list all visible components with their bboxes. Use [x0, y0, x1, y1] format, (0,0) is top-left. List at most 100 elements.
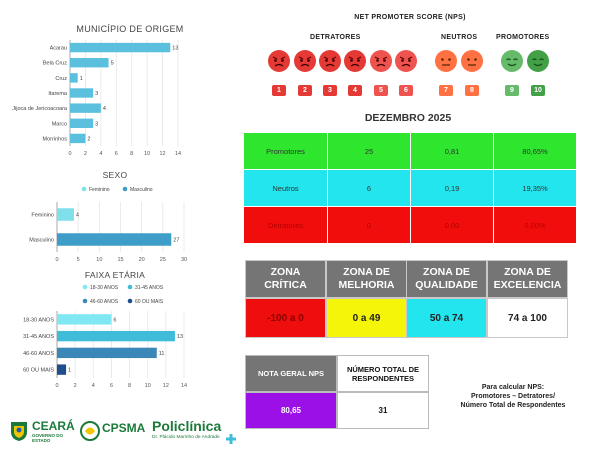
scale-number: 2 [298, 85, 312, 96]
data-label: 13 [177, 334, 183, 340]
x-tick-label: 2 [74, 383, 77, 389]
policlinica-logo: Policlínica Dr. Plácido Marinho de Andra… [152, 416, 240, 446]
zone-header: ZONA DE EXCELENCIA [487, 260, 568, 298]
legend-label: 18-30 ANOS [90, 285, 119, 291]
legend-marker [127, 284, 133, 290]
category-label: Itarema [48, 91, 68, 97]
angry-face-icon [294, 50, 316, 72]
month-title: DEZEMBRO 2025 [364, 112, 452, 124]
bar-morrinhos [70, 133, 86, 144]
data-label: 2 [87, 136, 90, 142]
bar-46-60-anos [57, 347, 157, 359]
category-label: 31-45 ANOS [23, 334, 54, 340]
category-label: Morrinhos [43, 136, 68, 142]
formula-note: Para calcular NPS: Promotores – Detrator… [460, 384, 566, 409]
legend-label: 60 OU MAIS [135, 299, 164, 305]
promotores-heading: PROMOTORES [496, 34, 550, 41]
angry-face-icon [344, 50, 366, 72]
scale-number: 7 [439, 85, 453, 96]
table-row: Promotores 25 0,81 80,65% [243, 132, 577, 170]
zone-value: -100 a 0 [245, 298, 326, 338]
legend-label: 46-60 ANOS [90, 299, 119, 305]
table-cell: 25 [327, 132, 411, 170]
table-cell: 0,00% [493, 206, 577, 244]
bar-jijoca-de-jericoacoara [70, 103, 101, 113]
table-cell: Detratores [243, 206, 328, 244]
chart-faixa-title: FAIXA ETÁRIA [84, 270, 146, 280]
scale-number: 10 [531, 85, 545, 96]
category-label: 60 OU MAIS [23, 368, 54, 374]
x-tick-label: 0 [68, 151, 71, 157]
happy-face-icon [501, 50, 523, 72]
table-row: Detratores 0 0,00 0,00% [243, 206, 577, 244]
bar-cruz [70, 73, 78, 83]
data-label: 11 [159, 351, 165, 357]
legend-label: Feminino [89, 187, 110, 193]
cpsma-logo-text: CPSMA [102, 421, 146, 435]
x-tick-label: 14 [175, 151, 181, 157]
x-tick-label: 5 [77, 257, 80, 263]
legend-marker [81, 186, 87, 192]
x-tick-label: 0 [55, 383, 58, 389]
x-tick-label: 15 [117, 257, 123, 263]
bar-60-ou-mais [57, 364, 67, 375]
data-label: 27 [173, 238, 179, 244]
ceara-logo-sub: GOVERNO DO ESTADO [32, 433, 64, 443]
legend-marker [127, 298, 133, 304]
neutral-face-icon [435, 50, 457, 72]
bar-31-45-anos [57, 330, 175, 342]
table-cell: 0 [327, 206, 411, 244]
summary-total-label: NÚMERO TOTAL DE RESPONDENTES [337, 355, 429, 392]
table-cell: 6 [327, 169, 411, 207]
bar-18-30-anos [57, 314, 112, 325]
scale-number: 6 [399, 85, 413, 96]
angry-face-icon [319, 50, 341, 72]
ceara-logo: CEARÁ GOVERNO DO ESTADO [8, 418, 78, 444]
cpsma-emblem-icon [80, 421, 100, 441]
nps-table: Promotores 25 0,81 80,65% Neutros 6 0,19 19,35%… [243, 132, 577, 244]
table-cell: Promotores [243, 132, 328, 170]
data-label: 13 [172, 46, 178, 52]
zone-header: ZONA DE MELHORIA [326, 260, 407, 298]
scale-number: 5 [374, 85, 388, 96]
bar-masculino [57, 233, 172, 246]
x-tick-label: 4 [92, 383, 95, 389]
ceara-emblem-icon [11, 422, 27, 441]
category-label: Acarau [50, 46, 67, 52]
data-label: 5 [111, 61, 114, 67]
x-tick-label: 10 [145, 383, 151, 389]
scale-number: 1 [272, 85, 286, 96]
zone-value: 74 a 100 [487, 298, 568, 338]
data-label: 4 [103, 106, 106, 112]
zone-value: 0 a 49 [326, 298, 407, 338]
legend-label: Masculino [130, 187, 153, 193]
summary-nota-value: 80,65 [245, 392, 337, 429]
angry-face-icon [268, 50, 290, 72]
nps-title: NET PROMOTER SCORE (NPS) [354, 14, 466, 21]
x-tick-label: 10 [144, 151, 150, 157]
table-cell: 0,19 [410, 169, 494, 207]
chart-municipio: 0 2 4 6 8 10 12 14 Acarau 13 Bela Cruz 5 Cruz 1 Itarem… [12, 40, 181, 157]
zone-header: ZONA DE QUALIDADE [406, 260, 487, 298]
bar-acarau [70, 42, 171, 53]
x-tick-label: 2 [84, 151, 87, 157]
legend-marker [82, 284, 88, 290]
category-label: Feminino [31, 213, 54, 219]
x-tick-label: 8 [130, 151, 133, 157]
category-label: Masculino [29, 238, 54, 244]
table-row: Neutros 6 0,19 19,35% [243, 169, 577, 207]
category-label: 18-30 ANOS [23, 317, 54, 323]
scale-number: 4 [348, 85, 362, 96]
scale-number: 9 [505, 85, 519, 96]
chart-sexo: 0 5 10 15 20 25 30 Feminino 4 Masculino 27 Feminino… [29, 186, 187, 263]
summary-total-value: 31 [337, 392, 429, 429]
neutral-face-icon [461, 50, 483, 72]
ceara-logo-text: CEARÁ [32, 419, 75, 433]
data-label: 1 [68, 368, 71, 374]
table-cell: 80,65% [493, 132, 577, 170]
category-label: 46-60 ANOS [23, 351, 54, 357]
x-tick-label: 12 [160, 151, 166, 157]
x-tick-label: 12 [163, 383, 169, 389]
bar-feminino [57, 208, 74, 221]
policlinica-logo-text: Policlínica [152, 418, 222, 434]
